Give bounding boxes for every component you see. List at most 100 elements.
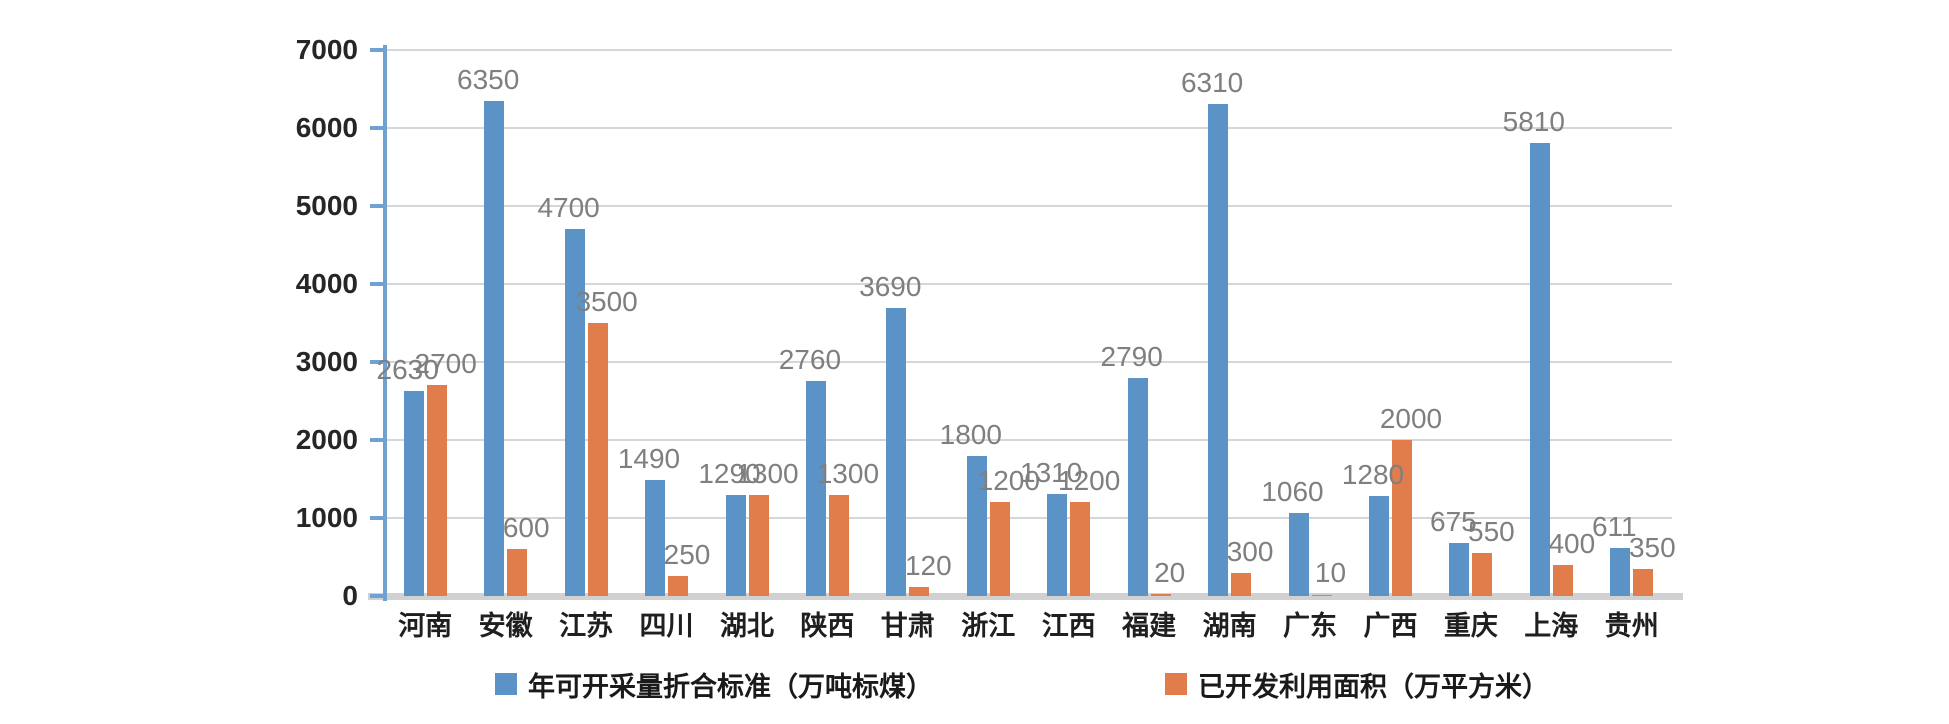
x-axis-label-重庆: 重庆 <box>1443 611 1498 641</box>
y-tick-label-2000: 2000 <box>295 424 358 455</box>
x-axis-label-上海: 上海 <box>1524 611 1579 641</box>
data-label-blue-甘肃: 3690 <box>859 271 922 302</box>
bar-blue-贵州 <box>1610 548 1631 596</box>
data-label-blue-重庆: 675 <box>1430 506 1477 537</box>
data-label-blue-湖南: 6310 <box>1180 67 1244 98</box>
bar-orange-河南 <box>426 385 447 596</box>
bar-orange-江西 <box>1070 502 1091 596</box>
data-label-blue-广西: 1280 <box>1341 459 1405 490</box>
bar-blue-江西 <box>1047 494 1068 596</box>
data-label-blue-浙江: 1800 <box>939 419 1002 450</box>
x-axis-label-四川: 四川 <box>639 611 694 641</box>
bar-orange-安徽 <box>507 549 528 596</box>
y-tick-label-7000: 7000 <box>295 34 358 65</box>
data-label-blue-江西: 1310 <box>1020 457 1083 488</box>
bar-blue-四川 <box>645 480 665 596</box>
x-axis-label-安徽: 安徽 <box>478 611 533 641</box>
y-tick-label-3000: 3000 <box>295 346 358 377</box>
legend-label-series2: 已开发利用面积（万平方米） <box>1198 671 1549 702</box>
y-tick-6000 <box>370 126 383 130</box>
legend-swatch-orange <box>1165 673 1187 695</box>
legend-item-series1: 年可开采量折合标准（万吨标煤） <box>495 668 933 702</box>
gridline-1000 <box>385 517 1672 519</box>
data-label-blue-广东: 1060 <box>1261 476 1324 507</box>
y-tick-2000 <box>370 438 383 442</box>
bar-orange-甘肃 <box>909 587 930 596</box>
bar-orange-重庆 <box>1472 553 1493 596</box>
bar-blue-安徽 <box>484 101 505 596</box>
y-tick-4000 <box>370 282 383 286</box>
bar-orange-浙江 <box>989 502 1010 596</box>
data-label-blue-上海: 5810 <box>1502 106 1565 137</box>
x-axis-baseline <box>368 593 1683 600</box>
bar-orange-广西 <box>1392 440 1412 596</box>
x-axis-label-贵州: 贵州 <box>1604 611 1659 641</box>
x-axis-label-甘肃: 甘肃 <box>880 611 935 641</box>
data-label-blue-贵州: 611 <box>1591 511 1637 542</box>
data-label-orange-贵州: 350 <box>1628 532 1676 563</box>
bar-blue-甘肃 <box>886 308 907 596</box>
gridline-3000 <box>385 361 1672 363</box>
data-label-orange-湖北: 1300 <box>736 458 799 489</box>
data-label-orange-上海: 400 <box>1548 528 1596 559</box>
bar-orange-湖北 <box>748 495 769 596</box>
y-tick-3000 <box>370 360 383 364</box>
data-label-orange-福建: 20 <box>1154 557 1186 588</box>
y-tick-7000 <box>370 48 383 52</box>
y-tick-label-0: 0 <box>342 580 358 611</box>
y-tick-label-1000: 1000 <box>295 502 358 533</box>
data-label-orange-重庆: 550 <box>1468 516 1515 547</box>
gridline-7000 <box>385 49 1672 51</box>
data-label-orange-安徽: 600 <box>502 512 550 543</box>
legend-item-series2: 已开发利用面积（万平方米） <box>1165 668 1549 702</box>
bar-blue-广西 <box>1369 496 1389 596</box>
data-label-orange-浙江: 1200 <box>977 465 1040 496</box>
y-tick-label-5000: 5000 <box>295 190 358 221</box>
x-axis-label-江西: 江西 <box>1041 611 1096 641</box>
bar-blue-重庆 <box>1449 543 1470 596</box>
y-tick-1000 <box>370 516 383 520</box>
bar-orange-湖南 <box>1231 573 1252 596</box>
data-label-blue-安徽: 6350 <box>457 64 520 95</box>
x-axis-label-福建: 福建 <box>1122 611 1177 641</box>
bar-blue-湖北 <box>725 495 746 596</box>
data-label-orange-四川: 250 <box>663 539 711 570</box>
bar-blue-广东 <box>1288 513 1309 596</box>
x-axis-label-河南: 河南 <box>398 611 453 641</box>
data-label-orange-甘肃: 120 <box>904 550 952 581</box>
bar-blue-上海 <box>1529 143 1550 596</box>
data-label-blue-福建: 2790 <box>1100 341 1163 372</box>
gridline-2000 <box>385 439 1672 441</box>
data-label-blue-陕西: 2760 <box>778 344 842 375</box>
data-label-orange-广西: 2000 <box>1379 403 1443 434</box>
data-label-orange-河南: 2700 <box>414 348 477 379</box>
legend-label-series1: 年可开采量折合标准（万吨标煤） <box>528 671 933 702</box>
bar-orange-贵州 <box>1633 569 1654 596</box>
gridline-4000 <box>385 283 1672 285</box>
data-label-orange-广东: 10 <box>1314 557 1347 588</box>
x-axis-label-陕西: 陕西 <box>800 611 855 641</box>
data-label-blue-四川: 1490 <box>617 443 681 474</box>
data-label-orange-湖南: 300 <box>1226 536 1274 567</box>
x-axis-label-湖南: 湖南 <box>1202 611 1257 641</box>
bar-orange-福建 <box>1150 594 1171 596</box>
x-axis-label-浙江: 浙江 <box>961 611 1016 641</box>
y-tick-0 <box>370 594 383 598</box>
y-tick-5000 <box>370 204 383 208</box>
data-label-orange-江苏: 3500 <box>575 286 638 317</box>
data-label-blue-湖北: 1290 <box>698 458 761 489</box>
y-axis-line <box>383 45 387 601</box>
bar-orange-四川 <box>668 576 688 596</box>
bar-orange-广东 <box>1311 595 1332 596</box>
gridline-5000 <box>385 205 1672 207</box>
data-label-blue-江苏: 4700 <box>537 192 600 223</box>
bar-blue-河南 <box>403 391 424 596</box>
data-label-orange-江西: 1200 <box>1058 465 1121 496</box>
legend-swatch-blue <box>495 673 517 695</box>
bar-blue-江苏 <box>564 229 585 596</box>
x-axis-label-湖北: 湖北 <box>719 611 774 641</box>
bar-blue-湖南 <box>1208 104 1229 596</box>
y-tick-label-6000: 6000 <box>295 112 358 143</box>
x-axis-label-江苏: 江苏 <box>559 611 614 641</box>
